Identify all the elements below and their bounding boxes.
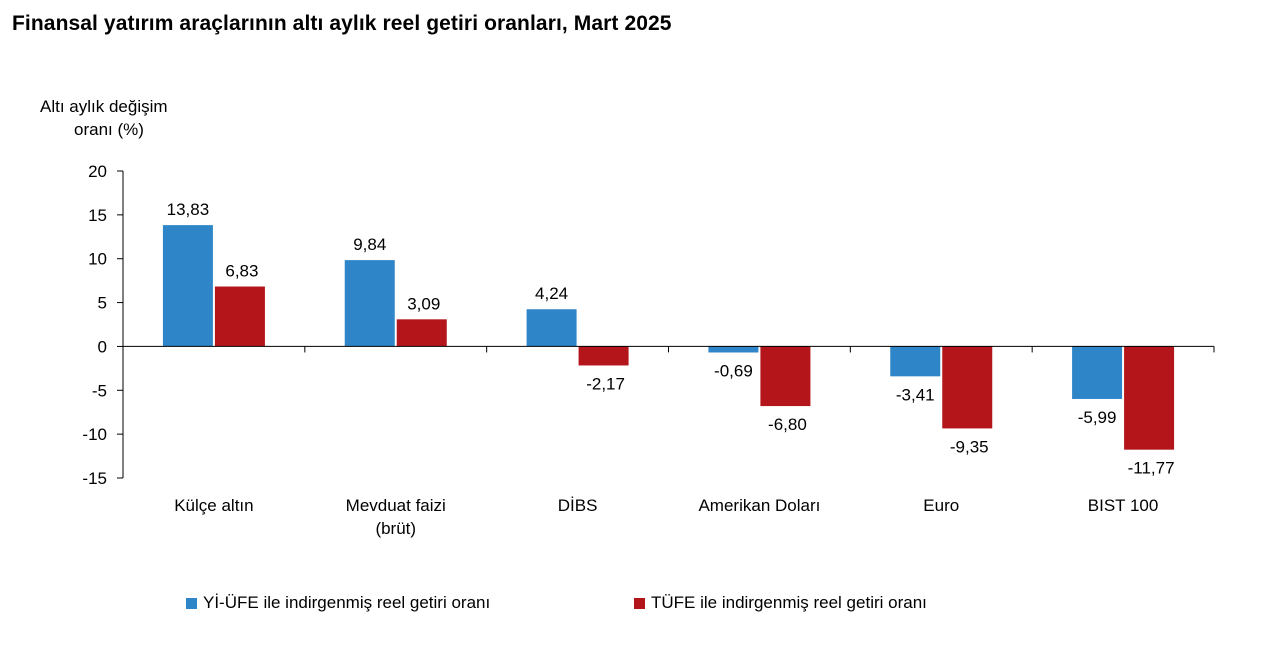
bar-series2 <box>1124 346 1175 450</box>
category-label: (brüt) <box>375 519 416 538</box>
category-label: Mevduat faizi <box>346 496 446 515</box>
y-axis-label: Altı aylık değişim oranı (%) <box>40 95 210 141</box>
y-tick-label: 5 <box>98 294 107 313</box>
bar-series2 <box>214 286 265 347</box>
legend-item-yiufe: Yİ-ÜFE ile indirgenmiş reel getiri oranı <box>186 593 490 613</box>
legend-label-tufe: TÜFE ile indirgenmiş reel getiri oranı <box>651 593 927 612</box>
legend-label-yiufe: Yİ-ÜFE ile indirgenmiş reel getiri oranı <box>203 593 491 612</box>
bar-series2 <box>578 346 629 366</box>
bar-series1 <box>890 346 941 377</box>
data-label-series1: 9,84 <box>353 235 386 254</box>
data-label-series1: 4,24 <box>535 284 568 303</box>
data-label-series2: -9,35 <box>950 437 989 456</box>
data-label-series2: -6,80 <box>768 415 807 434</box>
y-tick-label: 20 <box>88 162 107 181</box>
y-tick-label: -5 <box>92 381 107 400</box>
category-label: BIST 100 <box>1088 496 1159 515</box>
bar-series1 <box>344 260 395 347</box>
data-label-series1: -3,41 <box>896 385 935 404</box>
category-label: Külçe altın <box>174 496 253 515</box>
legend-item-tufe: TÜFE ile indirgenmiş reel getiri oranı <box>634 593 927 613</box>
chart-title: Finansal yatırım araçlarının altı aylık … <box>12 12 672 35</box>
category-label: DİBS <box>558 496 598 515</box>
y-tick-label: 10 <box>88 250 107 269</box>
data-label-series2: -2,17 <box>586 374 625 393</box>
bar-series1 <box>1072 346 1123 399</box>
category-label: Euro <box>923 496 959 515</box>
bar-series2 <box>396 319 447 347</box>
bar-series2 <box>942 346 993 429</box>
data-label-series1: -5,99 <box>1078 408 1117 427</box>
y-axis-label-line1: Altı aylık değişim <box>40 97 168 116</box>
legend-swatch-tufe <box>634 597 645 609</box>
y-tick-label: 0 <box>98 337 107 356</box>
y-tick-label: -15 <box>82 469 107 488</box>
category-label: Amerikan Doları <box>698 496 820 515</box>
y-tick-label: 15 <box>88 206 107 225</box>
data-label-series1: -0,69 <box>714 361 753 380</box>
data-label-series2: 6,83 <box>225 262 258 281</box>
y-axis-label-line2: oranı (%) <box>74 120 144 139</box>
y-tick-label: -10 <box>82 425 107 444</box>
data-label-series2: 3,09 <box>407 294 440 313</box>
legend-swatch-yiufe <box>186 597 197 609</box>
data-label-series2: -11,77 <box>1128 459 1175 478</box>
bar-series2 <box>760 346 811 407</box>
bar-series1 <box>162 225 213 347</box>
bar-series1 <box>526 309 577 347</box>
data-label-series1: 13,83 <box>167 200 210 219</box>
bar-series1 <box>708 346 759 353</box>
